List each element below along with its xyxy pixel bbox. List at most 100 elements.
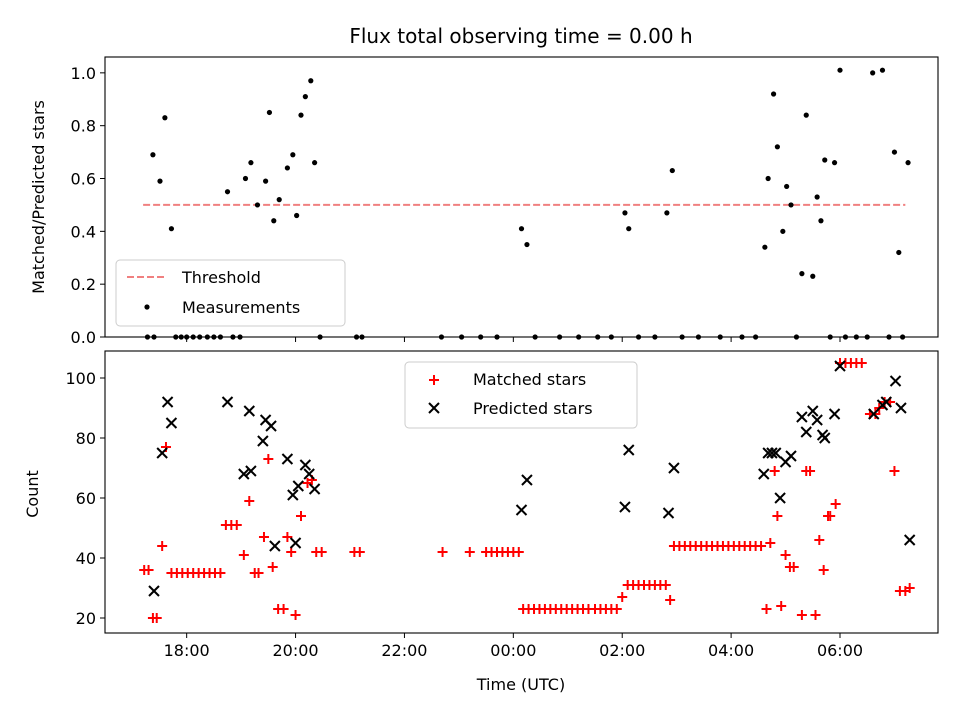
- predicted-star-point: [796, 411, 808, 423]
- measurement-point: [298, 112, 304, 118]
- measurement-point: [788, 202, 794, 208]
- ratio-legend-box: [115, 259, 346, 327]
- x-tick-label: 22:00: [381, 641, 427, 660]
- matched-star-point: [513, 547, 524, 557]
- matched-star-point: [856, 358, 867, 368]
- matched-star-point: [253, 568, 264, 578]
- matched-star-point: [830, 499, 841, 509]
- measurement-point: [162, 115, 168, 121]
- predicted-star-point: [880, 396, 892, 408]
- matched-star-point: [617, 592, 628, 602]
- measurement-point: [905, 160, 911, 166]
- measurement-point: [762, 244, 768, 250]
- legend-measurements-swatch: [144, 304, 150, 310]
- matched-star-point: [231, 520, 242, 530]
- predicted-star-point: [238, 468, 250, 480]
- predicted-star-point: [281, 453, 294, 465]
- matched-star-point: [151, 613, 162, 623]
- predicted-star-point: [521, 474, 533, 486]
- measurement-point: [622, 210, 628, 216]
- x-tick-label: 04:00: [708, 641, 754, 660]
- predicted-star-point: [269, 540, 281, 552]
- x-tick-label: 00:00: [490, 641, 536, 660]
- predicted-star-point: [292, 480, 304, 492]
- measurement-point: [308, 78, 314, 84]
- matched-star-point: [157, 541, 168, 551]
- predicted-star-point: [807, 405, 819, 417]
- predicted-star-point: [770, 447, 782, 459]
- count-y-tick-label: 40: [76, 549, 96, 568]
- ratio-y-axis-label: Matched/Predicted stars: [29, 100, 48, 294]
- matched-star-point: [244, 496, 255, 506]
- matched-star-point: [354, 547, 365, 557]
- matched-star-point: [267, 562, 278, 572]
- legend-measurements-label: Measurements: [182, 298, 300, 317]
- matched-star-point: [660, 580, 671, 590]
- matched-star-point: [258, 532, 269, 542]
- predicted-star-point: [165, 417, 178, 429]
- measurement-point: [774, 144, 780, 150]
- x-tick-label: 06:00: [817, 641, 863, 660]
- matched-star-point: [788, 562, 799, 572]
- matched-star-point: [810, 610, 821, 620]
- ratio-plot-frame: [104, 56, 939, 338]
- matched-star-point: [796, 610, 807, 620]
- matched-star-point: [143, 565, 154, 575]
- x-tick-label: 18:00: [164, 641, 210, 660]
- x-tick-label: 02:00: [599, 641, 645, 660]
- matched-star-point: [889, 466, 900, 476]
- chart-title: Flux total observing time = 0.00 h: [349, 24, 692, 48]
- x-axis-label: Time (UTC): [476, 675, 565, 694]
- matched-star-point: [818, 565, 829, 575]
- matched-star-point: [296, 511, 306, 521]
- matched-star-point: [263, 454, 274, 464]
- matched-star-point: [870, 409, 881, 419]
- predicted-star-point: [800, 426, 812, 438]
- predicted-star-point: [758, 468, 770, 480]
- matched-star-point: [765, 538, 776, 548]
- count-y-tick-label: 20: [76, 609, 96, 628]
- measurement-point: [831, 160, 838, 166]
- measurement-point: [669, 167, 675, 174]
- predicted-star-point: [623, 444, 635, 456]
- measurement-point: [626, 226, 632, 232]
- measurement-point: [294, 212, 300, 219]
- measurement-point: [290, 152, 296, 158]
- predicted-star-point: [245, 465, 257, 477]
- matched-star-point: [286, 547, 297, 557]
- measurement-point: [770, 91, 777, 97]
- measurement-point: [248, 160, 254, 166]
- predicted-star-point: [289, 537, 302, 549]
- legend-predicted-label: Predicted stars: [473, 399, 593, 418]
- predicted-star-point: [303, 468, 315, 480]
- measurement-point: [803, 112, 809, 118]
- predicted-star-point: [828, 408, 841, 420]
- measurement-point: [242, 175, 249, 182]
- legend-threshold-label: Threshold: [181, 268, 261, 287]
- measurement-point: [879, 67, 886, 73]
- measurement-point: [524, 241, 530, 248]
- measurement-point: [814, 194, 820, 200]
- predicted-star-point: [265, 420, 277, 432]
- ratio-panel: Flux total observing time = 0.00 h Match…: [29, 24, 939, 347]
- matched-star-point: [437, 547, 448, 557]
- measurement-point: [150, 152, 156, 158]
- ratio-y-tick-label: 0.0: [71, 328, 96, 347]
- measurement-point: [822, 157, 828, 163]
- matched-star-point: [772, 511, 783, 521]
- matched-star-point: [805, 466, 816, 476]
- measurement-point: [870, 70, 876, 76]
- matched-star-point: [215, 568, 226, 578]
- count-legend: Matched stars Predicted stars: [404, 361, 638, 429]
- ratio-y-tick-label: 0.4: [71, 222, 96, 241]
- matched-star-point: [611, 604, 622, 614]
- measurement-point: [765, 175, 771, 182]
- matched-star-point: [316, 547, 327, 557]
- matched-star-point: [904, 583, 915, 593]
- matched-star-point: [238, 550, 249, 560]
- ratio-axes: 0.0 0.2 0.4 0.6 0.8 1.0: [71, 64, 841, 347]
- ratio-y-tick-label: 0.8: [71, 117, 96, 136]
- measurement-point: [302, 94, 308, 100]
- measurement-point: [312, 160, 318, 166]
